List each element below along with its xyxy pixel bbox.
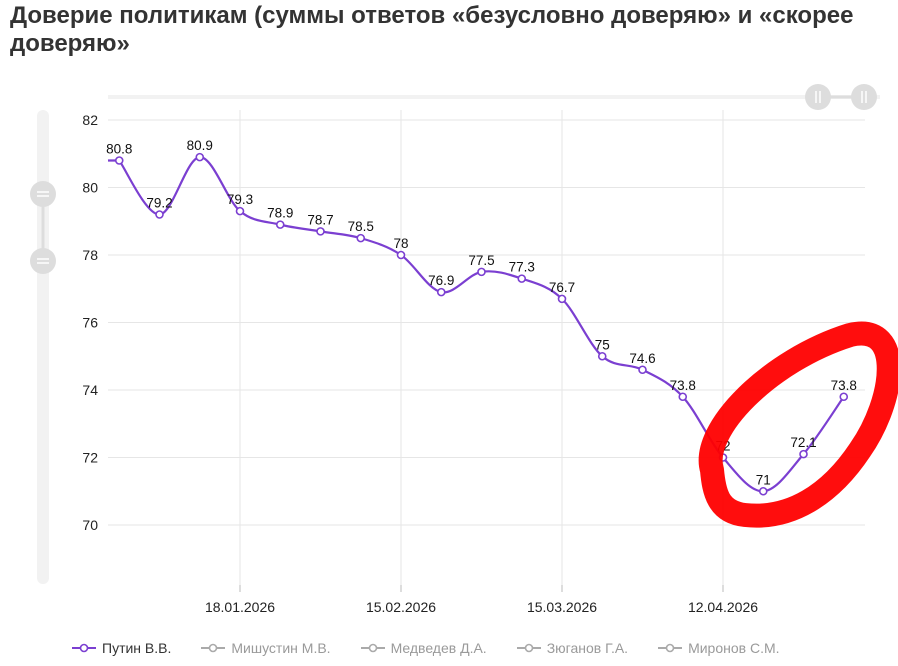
legend-label: Медведев Д.А. bbox=[390, 640, 487, 656]
y-tick-label: 74 bbox=[82, 382, 98, 398]
legend-item[interactable]: Зюганов Г.А. bbox=[516, 640, 629, 656]
navigator[interactable] bbox=[30, 84, 880, 584]
data-point[interactable] bbox=[638, 365, 647, 375]
series-layer: 80.8 79.2 80.9 79.3 78.9 78.7 78.5 78 76.9 77.5 77… bbox=[106, 138, 857, 496]
left-range-handle-2[interactable] bbox=[30, 248, 56, 274]
legend-line-marker-icon bbox=[658, 643, 683, 653]
data-point[interactable] bbox=[155, 210, 164, 219]
data-point[interactable] bbox=[758, 486, 768, 496]
left-scroll-track[interactable] bbox=[37, 110, 49, 584]
legend-item[interactable]: Миронов С.М. bbox=[658, 640, 780, 656]
data-point[interactable] bbox=[517, 274, 527, 283]
y-tick-label: 78 bbox=[82, 247, 98, 263]
data-label: 74.6 bbox=[629, 351, 655, 366]
data-label: 78.5 bbox=[348, 219, 374, 234]
legend-item[interactable]: Медведев Д.А. bbox=[360, 640, 487, 656]
data-point[interactable] bbox=[597, 351, 607, 361]
data-point[interactable] bbox=[477, 267, 486, 277]
legend-line-marker-icon bbox=[72, 643, 96, 653]
data-label: 78 bbox=[393, 236, 408, 251]
legend-line-marker-icon bbox=[360, 643, 385, 653]
series-line-putin bbox=[108, 156, 845, 493]
data-label: 78.9 bbox=[267, 206, 293, 221]
data-label: 77.5 bbox=[468, 253, 494, 268]
y-tick-label: 70 bbox=[82, 517, 98, 533]
data-point[interactable] bbox=[316, 227, 325, 236]
y-tick-label: 76 bbox=[82, 315, 98, 331]
data-label: 76.7 bbox=[549, 280, 575, 295]
data-label: 71 bbox=[756, 472, 771, 487]
top-range-handle-2[interactable] bbox=[851, 84, 877, 110]
legend: Путин В.В. Мишустин М.В. Медведев Д.А. Зюга… bbox=[72, 637, 810, 659]
top-range-handle-1[interactable] bbox=[805, 84, 831, 110]
y-tick-label: 80 bbox=[82, 180, 98, 196]
chart-title: Доверие политикам (суммы ответов «безусл… bbox=[10, 2, 854, 57]
data-point[interactable] bbox=[557, 294, 567, 304]
data-label: 78.7 bbox=[307, 212, 333, 227]
hand-drawn-circle-annotation bbox=[698, 321, 898, 528]
legend-line-marker-icon bbox=[201, 643, 226, 653]
data-label: 79.2 bbox=[146, 196, 172, 211]
x-tick-label: 15.02.2026 bbox=[366, 599, 436, 615]
data-label: 80.8 bbox=[106, 142, 132, 157]
data-label: 80.9 bbox=[187, 138, 213, 153]
annotation-circle-stroke bbox=[698, 321, 898, 528]
y-tick-label: 72 bbox=[82, 450, 98, 466]
data-label: 75 bbox=[595, 337, 610, 352]
legend-label: Путин В.В. bbox=[102, 640, 172, 656]
legend-item[interactable]: Мишустин М.В. bbox=[201, 640, 331, 656]
data-point[interactable] bbox=[396, 250, 406, 260]
data-label: 73.8 bbox=[670, 378, 696, 393]
legend-label: Мишустин М.В. bbox=[231, 640, 331, 656]
data-point[interactable] bbox=[275, 220, 285, 229]
x-tick-label: 12.04.2026 bbox=[688, 599, 758, 615]
x-tick-label: 18.01.2026 bbox=[205, 599, 275, 615]
data-label: 72.1 bbox=[790, 435, 816, 450]
data-point[interactable] bbox=[799, 449, 808, 459]
x-tick-label: 15.03.2026 bbox=[527, 599, 597, 615]
y-tick-label: 82 bbox=[82, 112, 98, 128]
data-point[interactable] bbox=[195, 152, 205, 162]
legend-item[interactable]: Путин В.В. bbox=[72, 640, 171, 656]
axes: 70 72 74 76 78 80 82 18.01.2026 15.02.2026 15.03.… bbox=[82, 112, 758, 615]
chart-area: 70 72 74 76 78 80 82 18.01.2026 15.02.2026 15.03.… bbox=[30, 84, 898, 615]
legend-line-marker-icon bbox=[516, 643, 541, 653]
grid bbox=[108, 110, 865, 592]
left-range-handle-1[interactable] bbox=[30, 181, 56, 207]
data-point[interactable] bbox=[235, 206, 245, 216]
data-label: 73.8 bbox=[831, 378, 857, 393]
legend-label: Миронов С.М. bbox=[688, 640, 780, 656]
data-point[interactable] bbox=[356, 233, 366, 243]
top-scroll-track[interactable] bbox=[108, 95, 880, 99]
data-label: 79.3 bbox=[227, 192, 253, 207]
data-point[interactable] bbox=[436, 287, 446, 297]
data-label: 76.9 bbox=[428, 273, 454, 288]
data-point[interactable] bbox=[114, 156, 124, 165]
legend-label: Зюганов Г.А. bbox=[546, 640, 629, 656]
data-label: 77.3 bbox=[509, 260, 535, 275]
data-point[interactable] bbox=[678, 392, 688, 402]
data-point[interactable] bbox=[839, 392, 849, 402]
